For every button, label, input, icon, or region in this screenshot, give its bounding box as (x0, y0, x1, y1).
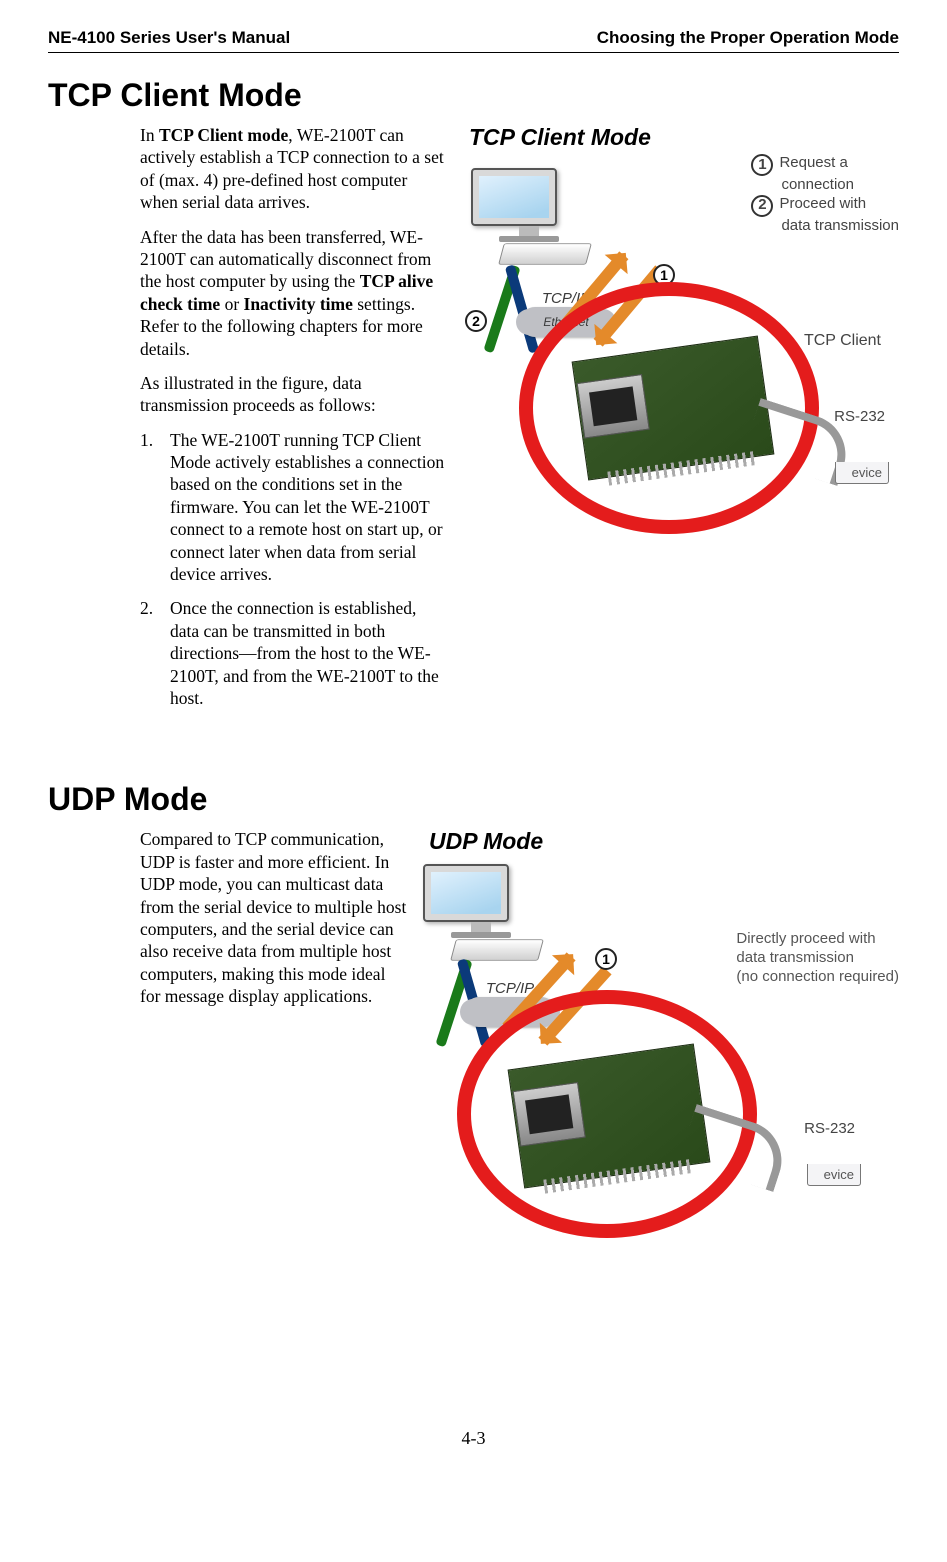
legend-text: (no connection required) (736, 968, 899, 987)
device-box: evice (835, 462, 889, 484)
tcp-para-1: In TCP Client mode, WE-2100T can activel… (140, 124, 449, 214)
circle-1-icon: 1 (595, 948, 617, 970)
tcp-para-2: After the data has been transferred, WE-… (140, 226, 449, 360)
list-number: 1. (140, 429, 170, 586)
computer-icon (471, 168, 586, 266)
heading-udp: UDP Mode (48, 781, 899, 818)
tcp-steps-list: 1.The WE-2100T running TCP Client Mode a… (140, 429, 449, 710)
figure-legend: 1 Request a connection 2 Proceed with data… (751, 154, 899, 236)
heading-tcp: TCP Client Mode (48, 77, 899, 114)
legend-text: data transmission (736, 949, 899, 968)
legend-text: Directly proceed with (736, 930, 899, 949)
section-tcp-client-mode: TCP Client Mode In TCP Client mode, WE-2… (48, 77, 899, 721)
tcp-para-3: As illustrated in the figure, data trans… (140, 372, 449, 417)
list-number: 2. (140, 597, 170, 709)
rs232-label: RS-232 (804, 1120, 855, 1137)
page-header: NE-4100 Series User's Manual Choosing th… (48, 28, 899, 53)
bold-text: Inactivity time (244, 294, 353, 314)
figure-title: UDP Mode (429, 828, 899, 855)
list-text: Once the connection is established, data… (170, 597, 449, 709)
device-box: evice (807, 1164, 861, 1186)
text: In (140, 125, 159, 145)
module-board-icon (572, 336, 775, 481)
header-left: NE-4100 Series User's Manual (48, 28, 290, 48)
text: or (220, 294, 243, 314)
legend-num-1: 1 (751, 154, 773, 176)
bold-text: TCP Client mode (159, 125, 288, 145)
section-udp-mode: UDP Mode Compared to TCP communication, … (48, 781, 899, 1208)
list-item: 2.Once the connection is established, da… (140, 597, 449, 709)
tcp-client-label: TCP Client (804, 332, 881, 350)
computer-icon (423, 864, 538, 962)
tcp-figure: TCP Client Mode 1 Request a connection 2P… (469, 124, 899, 721)
list-item: 1.The WE-2100T running TCP Client Mode a… (140, 429, 449, 586)
udp-text-column: Compared to TCP communication, UDP is fa… (48, 828, 409, 1208)
legend-text: connection (781, 176, 899, 195)
legend-text: Request a (779, 154, 847, 176)
module-board-icon (508, 1044, 711, 1189)
udp-para-1: Compared to TCP communication, UDP is fa… (140, 828, 409, 1007)
header-right: Choosing the Proper Operation Mode (597, 28, 899, 48)
page-number: 4-3 (48, 1428, 899, 1449)
legend-num-2: 2 (751, 195, 773, 217)
legend-text: Proceed with (779, 195, 866, 217)
udp-figure: UDP Mode TCP/IP net 1 Directly proceed w… (429, 828, 899, 1208)
tcp-text-column: In TCP Client mode, WE-2100T can activel… (48, 124, 449, 721)
rs232-label: RS-232 (834, 408, 885, 425)
figure-legend: Directly proceed with data transmission … (736, 930, 899, 986)
legend-text: data transmission (781, 217, 899, 236)
figure-title: TCP Client Mode (469, 124, 899, 151)
circle-2-icon: 2 (465, 310, 487, 332)
list-text: The WE-2100T running TCP Client Mode act… (170, 429, 449, 586)
